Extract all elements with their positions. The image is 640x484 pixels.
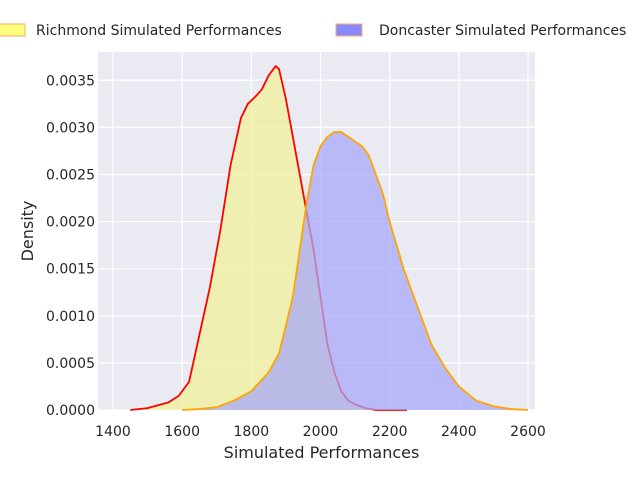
y-axis-title: Density xyxy=(18,201,37,262)
y-tick-label-1: 0.0005 xyxy=(46,356,95,372)
x-tick-label-4: 2200 xyxy=(372,424,408,440)
y-tick-label-5: 0.0025 xyxy=(46,167,95,183)
y-tick-label-3: 0.0015 xyxy=(46,262,95,278)
series-line-1 xyxy=(182,131,529,411)
x-tick-label-1: 1600 xyxy=(164,424,200,440)
y-tick-labels: 0.0000 0.0005 0.0010 0.0015 0.0020 0.0025 0.00… xyxy=(46,73,95,419)
series-area-0 xyxy=(130,66,407,410)
y-tick-label-0: 0.0000 xyxy=(46,403,95,419)
legend-label-1: Doncaster Simulated Performances xyxy=(379,23,626,39)
y-tick-label-6: 0.0030 xyxy=(46,120,95,136)
legend-label-0: Richmond Simulated Performances xyxy=(36,23,282,39)
y-tick-label-4: 0.0020 xyxy=(46,215,95,231)
x-tick-label-5: 2400 xyxy=(441,424,477,440)
x-tick-label-3: 2000 xyxy=(303,424,339,440)
x-tick-label-6: 2600 xyxy=(510,424,546,440)
legend-swatch-1 xyxy=(335,23,363,37)
legend: Richmond Simulated Performances Doncaster… xyxy=(0,23,626,39)
y-tick-label-2: 0.0010 xyxy=(46,309,95,325)
x-axis-title: Simulated Performances xyxy=(224,443,420,462)
y-tick-label-7: 0.0035 xyxy=(46,73,95,89)
x-tick-label-2: 1800 xyxy=(234,424,270,440)
x-tick-label-0: 1400 xyxy=(95,424,131,440)
series-area-1 xyxy=(182,132,529,410)
legend-swatch-0 xyxy=(0,23,26,37)
x-tick-labels: 1400 1600 1800 2000 2200 2400 2600 xyxy=(95,424,546,440)
series-layer xyxy=(130,65,529,411)
